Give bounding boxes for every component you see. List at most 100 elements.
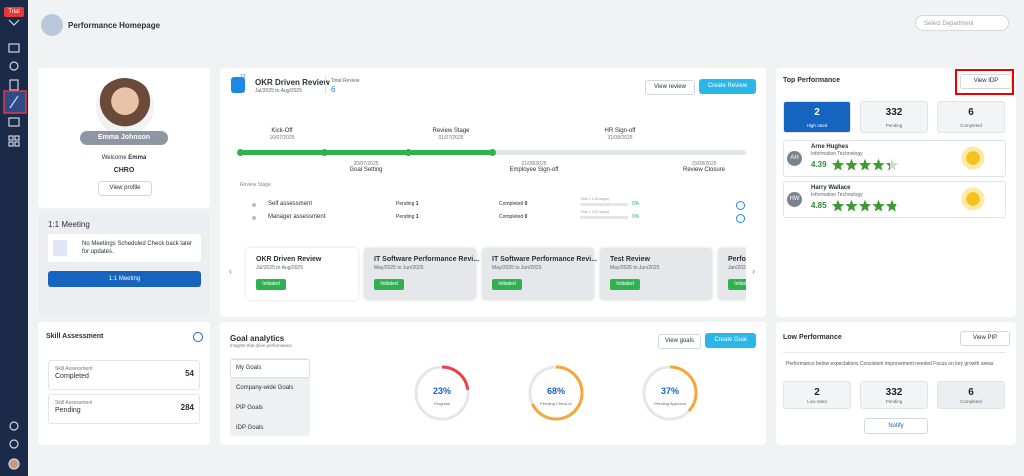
skill-panel [38, 322, 210, 445]
stage-dot [252, 203, 256, 207]
welcome-line: Welcome Emma [74, 155, 174, 161]
view-review-button[interactable]: View review [645, 80, 695, 95]
stage-dot [252, 216, 256, 220]
skill-info-icon [193, 332, 203, 342]
profile-role: CHRO [113, 167, 135, 174]
skill-status: Pending [55, 407, 81, 414]
review-card[interactable] [364, 248, 476, 300]
top-title: Top Performance [783, 77, 841, 84]
card-status: Initiated [374, 279, 404, 290]
stat-value: 2 [814, 387, 820, 398]
notify-button[interactable]: Notify [864, 418, 928, 434]
person-name: Arne Hughes [811, 144, 849, 150]
okr-dates: Jul/2025 to Aug/2025 [255, 88, 302, 94]
ring-value: 23% [433, 386, 451, 396]
ring-arc [642, 365, 698, 421]
create-goal-button[interactable]: Create Goal [705, 333, 756, 348]
ring-value: 68% [547, 386, 565, 396]
goal-tab[interactable]: PIP Goals [236, 405, 263, 411]
goals-subtitle: Insights that drive performance [230, 343, 292, 348]
stars [831, 158, 899, 171]
okr-icon [231, 77, 245, 93]
milestone-date: 20/07/2025 [353, 161, 379, 167]
create-review-button[interactable]: Create Review [699, 79, 756, 94]
card-status: Initiated [492, 279, 522, 290]
logo-icon [8, 19, 20, 26]
rating-stars [831, 199, 899, 212]
stage-bell[interactable] [736, 201, 745, 210]
milestone-date: 15/08/2025 [691, 161, 717, 167]
goal-tab[interactable]: Company-wide Goals [236, 385, 294, 391]
gift-icon[interactable] [8, 117, 20, 127]
card-title: Perform [728, 256, 746, 263]
stat-label: High rated [806, 123, 828, 128]
stat-value: 6 [968, 107, 974, 118]
skill-status: Completed [55, 373, 89, 380]
pending-label: Pending [396, 214, 415, 220]
view-profile-button[interactable]: View profile [98, 181, 152, 196]
pending-value: 1 [415, 214, 419, 220]
review-card[interactable] [482, 248, 594, 300]
stars [831, 199, 899, 212]
meeting-button[interactable]: 1:1 Meeting [48, 271, 201, 287]
stat-box[interactable] [860, 381, 928, 409]
view-pip-button[interactable]: View PIP [960, 331, 1010, 346]
department-select[interactable]: Select Department [915, 15, 1009, 31]
cards-prev[interactable]: ‹ [229, 266, 232, 276]
review-card[interactable] [600, 248, 712, 300]
goal-tab[interactable]: IDP Goals [236, 425, 264, 431]
profile-name: Emma Johnson [80, 131, 168, 145]
stat-label: Completed [960, 399, 982, 404]
ring-arc [414, 365, 470, 421]
performance-icon[interactable] [9, 95, 19, 109]
stat-box[interactable] [860, 101, 928, 133]
target-icon[interactable] [9, 61, 19, 71]
card-title: IT Software Performance Revi... [374, 256, 480, 263]
stat-value: 332 [885, 387, 903, 398]
card-status: Initiated [610, 279, 640, 290]
stage-bell[interactable] [736, 214, 745, 223]
okr-badge: 13 [240, 74, 246, 80]
home-icon[interactable] [8, 43, 20, 53]
meeting-card [48, 234, 201, 262]
stage-name: Manager assessment [268, 214, 326, 220]
meeting-title: 1:1 Meeting [48, 220, 90, 229]
stat-value: 6 [968, 387, 974, 398]
milestone-label: Review Closure [682, 167, 725, 173]
milestone-date: 01/07/2025 [438, 135, 464, 141]
settings-icon[interactable] [9, 421, 19, 431]
stage-completed: Completed 0 [499, 201, 527, 207]
user-avatar[interactable] [8, 458, 20, 470]
cards-next[interactable]: › [752, 266, 755, 276]
person-initials: HW [787, 192, 802, 207]
stat-box[interactable] [783, 101, 851, 133]
skill-row [48, 394, 200, 424]
stat-box[interactable] [937, 101, 1005, 133]
sidebar [0, 0, 28, 476]
meeting-panel [38, 212, 210, 317]
stat-value: 2 [814, 107, 820, 118]
stat-box[interactable] [783, 381, 851, 409]
okr-divider [325, 76, 326, 94]
active-nav[interactable] [3, 90, 27, 114]
review-card[interactable] [246, 248, 358, 300]
goals-title: Goal analytics [230, 334, 285, 343]
person-card[interactable] [783, 140, 1006, 177]
goal-tab[interactable]: My Goals [231, 360, 309, 377]
person-dept: Information Technology [811, 192, 863, 198]
person-card[interactable] [783, 181, 1006, 218]
review-card[interactable] [718, 248, 746, 300]
view-idp-button[interactable]: View IDP [960, 74, 1012, 89]
low-message: Performance below expectations Consisten… [786, 361, 994, 367]
clipboard-icon[interactable] [9, 79, 19, 91]
card-dates: May/2025 to Jun/2025 [374, 265, 424, 271]
stat-label: Pending [885, 399, 903, 404]
stat-box[interactable] [937, 381, 1005, 409]
help-icon[interactable] [9, 439, 19, 449]
ring-caption: Pending Approval [654, 401, 685, 406]
trophy-art [958, 187, 988, 211]
pending-label: Pending [396, 201, 415, 207]
skill-value: 284 [180, 403, 194, 412]
view-goals-button[interactable]: View goals [658, 334, 701, 349]
